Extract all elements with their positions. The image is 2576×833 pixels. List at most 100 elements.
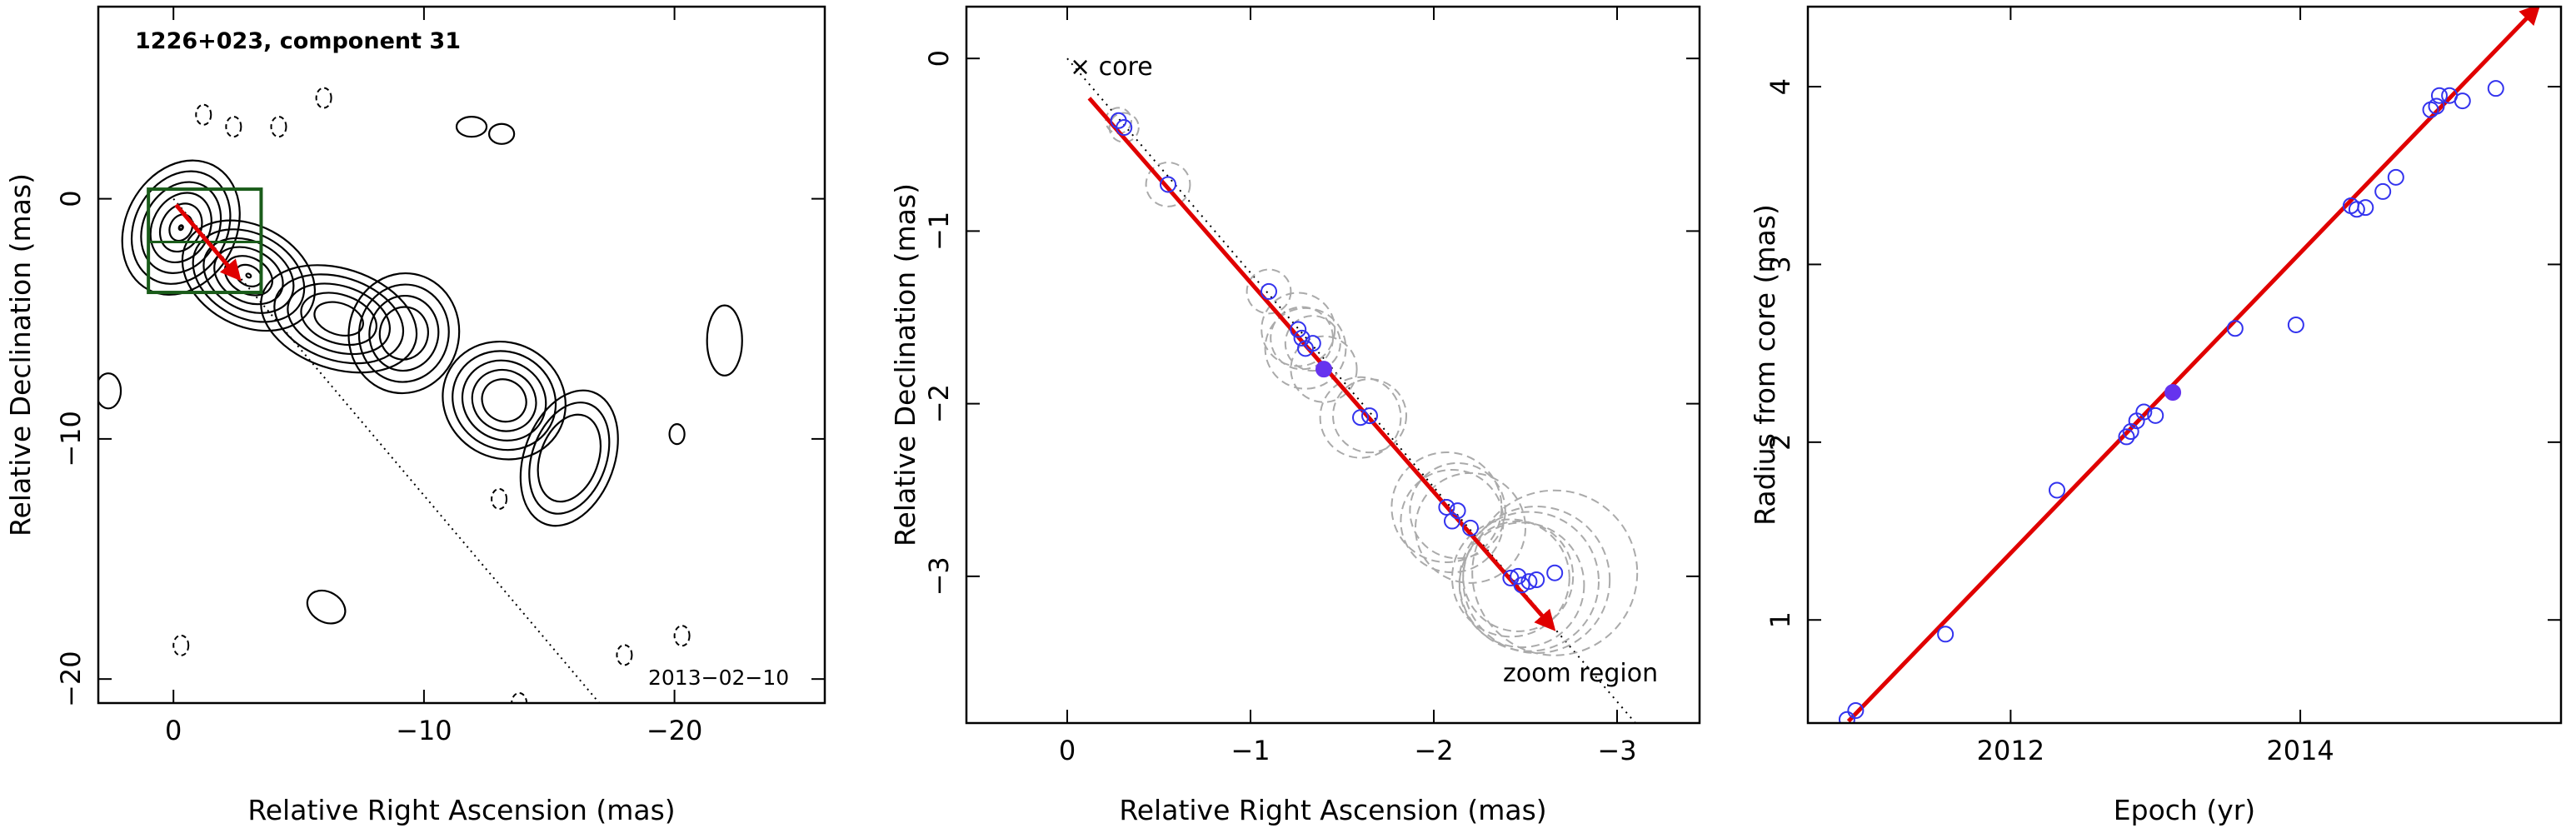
component-size-circle bbox=[1332, 378, 1407, 454]
radius-point bbox=[2487, 80, 2504, 97]
component-position bbox=[1438, 498, 1455, 516]
contour-ring bbox=[98, 372, 122, 410]
radius-point bbox=[2122, 423, 2139, 441]
contour-ring bbox=[537, 413, 602, 503]
x-tick-label: 0 bbox=[1059, 735, 1076, 766]
contour-ring bbox=[213, 246, 284, 306]
y-tick-label: 2 bbox=[1765, 434, 1796, 451]
contour-ring bbox=[178, 225, 184, 231]
radius-epoch-panel: 2012 2014 1 2 3 4 Epoch (yr) Radius from core… bbox=[1749, 5, 2563, 826]
contour-ring bbox=[519, 389, 619, 527]
y-tick-label: 0 bbox=[923, 50, 955, 67]
component-position bbox=[1361, 407, 1378, 425]
contour-ring bbox=[287, 282, 392, 356]
contour-ring bbox=[471, 368, 537, 432]
y-tick-label: −10 bbox=[55, 411, 87, 467]
panel1-axes: 0 −10 −20 0 −10 −20 bbox=[55, 7, 825, 746]
radius-point bbox=[1847, 702, 1865, 720]
component-size-circle bbox=[1246, 268, 1292, 315]
radius-point bbox=[2428, 97, 2445, 115]
y-tick-label: 4 bbox=[1765, 78, 1796, 95]
negative-contour bbox=[225, 116, 242, 138]
x-axis-label: Relative Right Ascension (mas) bbox=[247, 794, 675, 826]
x-axis-label: Epoch (yr) bbox=[2114, 794, 2255, 826]
y-tick-label: −1 bbox=[923, 212, 955, 251]
panel3-marks bbox=[1838, 7, 2541, 723]
contour-ring bbox=[306, 589, 347, 625]
radius-point-highlighted bbox=[2164, 384, 2182, 402]
component-position bbox=[1510, 567, 1527, 585]
component-size-circle bbox=[1264, 307, 1347, 390]
radius-point bbox=[2118, 428, 2135, 446]
component-position bbox=[1116, 119, 1133, 137]
contour-ring bbox=[121, 159, 241, 296]
component-size-circle bbox=[1145, 162, 1191, 207]
y-tick-label: 3 bbox=[1765, 256, 1796, 272]
radius-point bbox=[2348, 201, 2365, 218]
component-position bbox=[1290, 321, 1307, 338]
negative-contour bbox=[195, 103, 212, 126]
component-position bbox=[1444, 512, 1460, 530]
x-tick-label: 2012 bbox=[1977, 735, 2044, 766]
component-position bbox=[1304, 335, 1321, 352]
date-label: 2013−02−10 bbox=[648, 666, 789, 690]
radius-point bbox=[2049, 481, 2066, 499]
component-position bbox=[1513, 576, 1530, 594]
y-axis-label: Relative Declination (mas) bbox=[889, 183, 921, 546]
contour-map-panel: 1226+023, component 31 2013−02−10 0 −10 −2… bbox=[4, 5, 826, 826]
contour-ring bbox=[192, 228, 306, 323]
contour-ring bbox=[378, 306, 429, 361]
x-tick-label: −3 bbox=[1597, 735, 1636, 766]
panel2-axes: 0 −1 −2 −3 0 −1 −2 −3 bbox=[923, 7, 1700, 766]
negative-contour bbox=[172, 634, 190, 656]
radius-point bbox=[2357, 199, 2374, 217]
contour-ring bbox=[481, 378, 527, 423]
contour-ring bbox=[357, 283, 450, 383]
x-tick-label: −1 bbox=[1231, 735, 1270, 766]
component-position bbox=[1528, 571, 1545, 588]
component-size-circle bbox=[1319, 376, 1402, 459]
negative-contour bbox=[491, 487, 508, 510]
radius-point bbox=[2147, 407, 2164, 424]
panel2-marks bbox=[1066, 57, 1639, 723]
radius-point bbox=[2454, 92, 2471, 110]
contour-ring bbox=[168, 213, 194, 242]
negative-contour bbox=[616, 644, 633, 666]
contour-ring bbox=[347, 272, 461, 395]
radius-point bbox=[2287, 316, 2304, 333]
contour-ring bbox=[130, 170, 232, 285]
contour-ring bbox=[452, 350, 557, 451]
component-size-circle bbox=[1462, 520, 1575, 632]
zoom-region-label: zoom region bbox=[1503, 659, 1658, 688]
component-position bbox=[1520, 573, 1538, 591]
contour-ring bbox=[245, 272, 252, 279]
component-size-circle bbox=[1462, 506, 1611, 654]
component-position bbox=[1546, 564, 1564, 581]
plot-frame bbox=[965, 5, 1701, 725]
contour-ring bbox=[273, 273, 405, 365]
contour-ring bbox=[368, 294, 440, 372]
negative-contour bbox=[673, 625, 691, 647]
radius-point bbox=[2226, 320, 2244, 337]
panel3-axes: 2012 2014 1 2 3 4 bbox=[1765, 7, 2561, 766]
x-axis-label: Relative Right Ascension (mas) bbox=[1119, 794, 1546, 826]
component-size-circle bbox=[1284, 315, 1341, 372]
contour-ring bbox=[442, 340, 567, 461]
contour-ring bbox=[313, 301, 364, 337]
motion-arrow bbox=[174, 203, 242, 282]
y-tick-label: −2 bbox=[923, 384, 955, 423]
component-position bbox=[1261, 282, 1277, 300]
contour-lines bbox=[98, 116, 743, 625]
contour-ring bbox=[260, 264, 418, 374]
plot-frame bbox=[1806, 5, 2563, 725]
negative-contour bbox=[315, 87, 332, 109]
contour-ring bbox=[300, 292, 377, 347]
contour-ring bbox=[455, 116, 488, 138]
contour-ring bbox=[706, 304, 743, 377]
component-size-circle bbox=[1108, 112, 1140, 143]
x-tick-label: −2 bbox=[1414, 735, 1453, 766]
component-position bbox=[1352, 409, 1369, 426]
radius-point bbox=[2387, 168, 2404, 186]
component-size-circle bbox=[1471, 489, 1639, 656]
